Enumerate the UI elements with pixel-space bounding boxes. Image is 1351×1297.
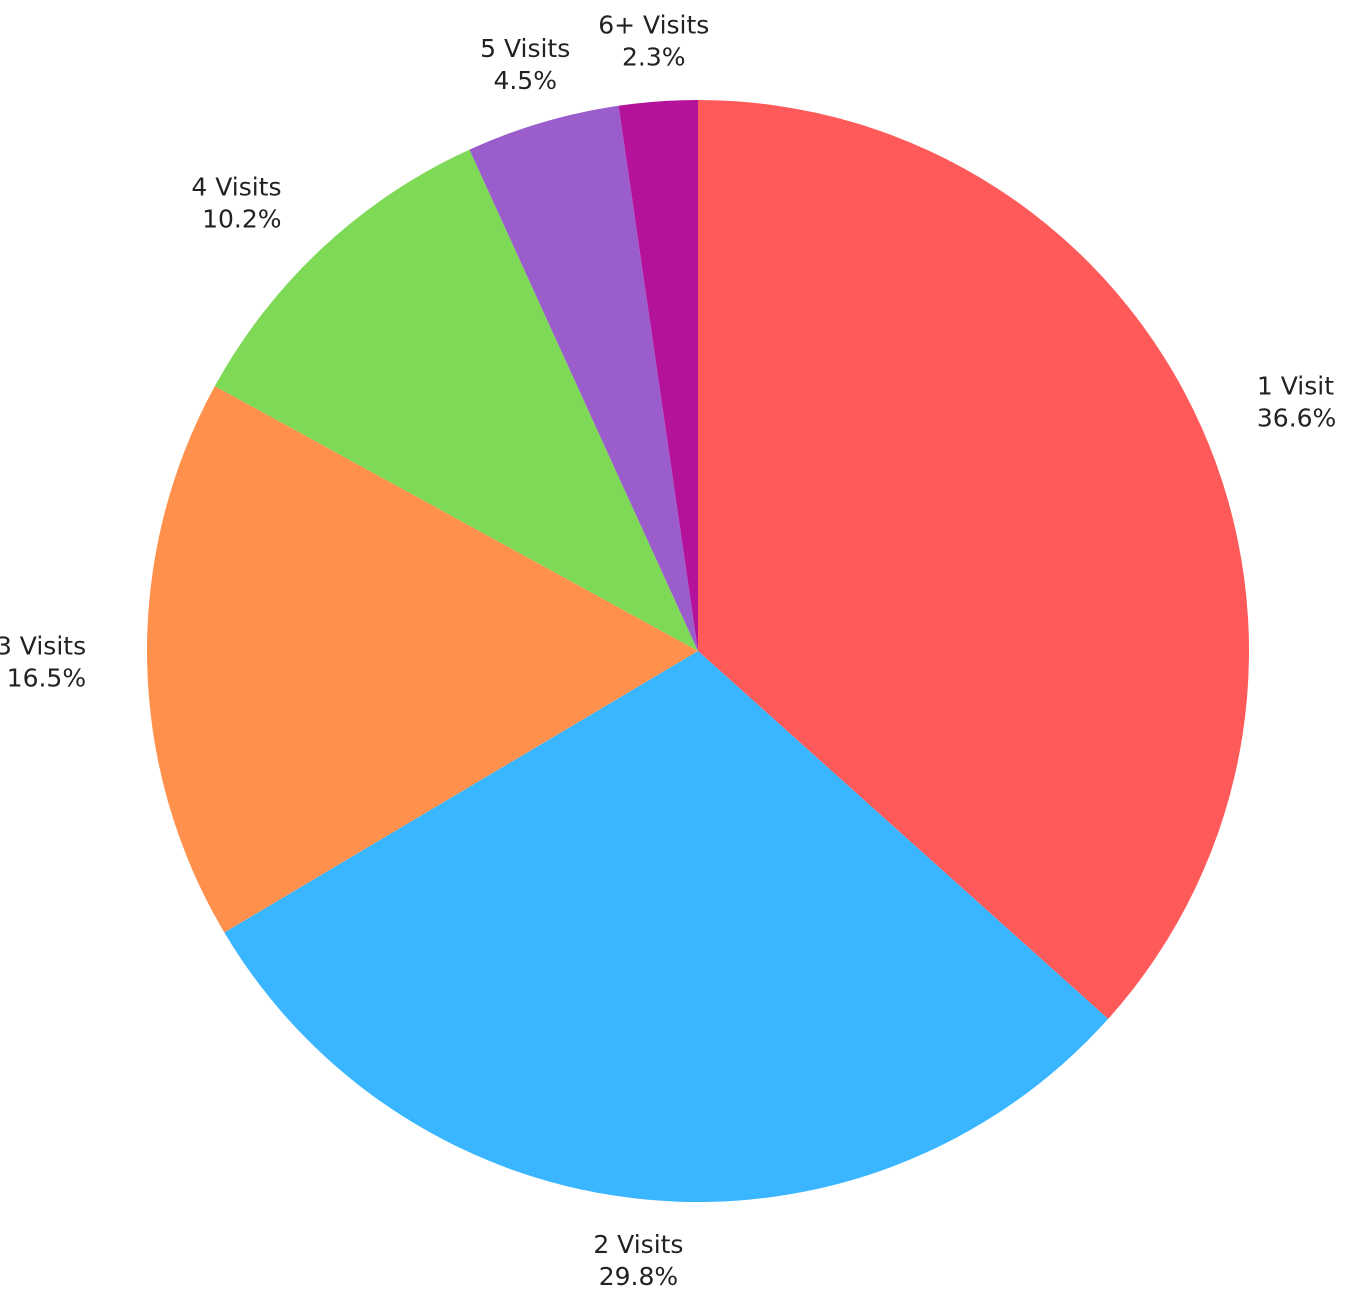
pie-slice-4	[214, 149, 698, 651]
slice-percent-label: 10.2%	[202, 205, 281, 234]
pie-slice-3	[146, 386, 699, 933]
slice-percent-label: 2.3%	[622, 43, 686, 72]
slice-label-5: 5 Visits 4.5%	[480, 34, 570, 95]
slice-percent-label: 4.5%	[493, 66, 557, 95]
slice-category-label: 2 Visits	[593, 1230, 683, 1259]
labels-layer: 1 Visit 36.6% 2 Visits 29.8% 3 Visits 16.5% 4 …	[0, 11, 1336, 1291]
slice-category-label: 6+ Visits	[598, 11, 709, 40]
pie-slice-1	[698, 100, 1250, 1019]
slice-percent-label: 16.5%	[7, 664, 86, 693]
pie-slice-6	[618, 100, 698, 651]
slice-category-label: 1 Visit	[1257, 372, 1334, 401]
slice-category-label: 5 Visits	[480, 34, 570, 63]
slice-label-4: 4 Visits 10.2%	[191, 173, 281, 234]
slice-label-1: 1 Visit 36.6%	[1257, 372, 1336, 433]
slice-label-6: 6+ Visits 2.3%	[598, 11, 709, 72]
pie-slice-5	[469, 105, 698, 651]
slice-label-3: 3 Visits 16.5%	[0, 632, 86, 693]
slice-label-2: 2 Visits 29.8%	[593, 1230, 683, 1291]
pie-slice-2	[224, 651, 1109, 1203]
slice-category-label: 3 Visits	[0, 632, 86, 661]
slice-category-label: 4 Visits	[191, 173, 281, 202]
slice-percent-label: 36.6%	[1257, 404, 1336, 433]
slices-layer	[146, 100, 1250, 1203]
slice-percent-label: 29.8%	[599, 1262, 678, 1291]
